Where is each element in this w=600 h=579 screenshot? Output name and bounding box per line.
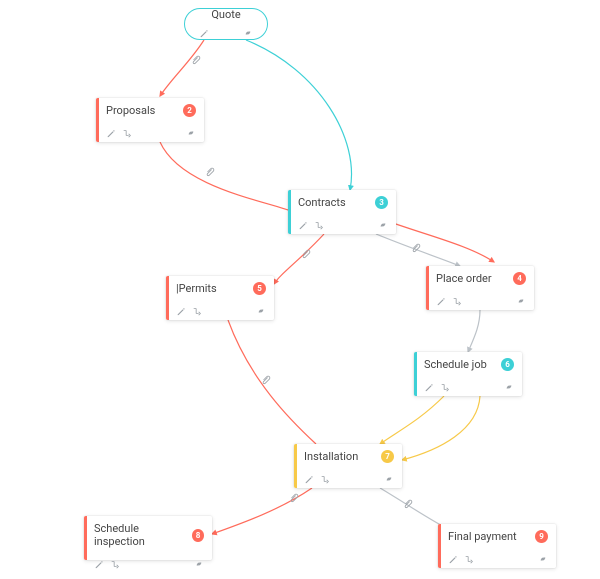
link-icon[interactable] [256, 301, 266, 320]
paperclip-icon [190, 54, 202, 66]
badge-count: 2 [183, 104, 196, 117]
badge-count: 3 [375, 196, 388, 209]
paperclip-icon [300, 248, 312, 260]
flow-node-install[interactable]: Installation 7 [294, 444, 402, 488]
edge [212, 488, 312, 534]
start-node-quote[interactable]: Quote [184, 8, 268, 40]
badge-count: 4 [513, 272, 526, 285]
edge [160, 40, 204, 96]
pencil-icon[interactable] [424, 377, 434, 396]
accent-bar [294, 444, 297, 488]
flow-icon[interactable] [452, 291, 462, 310]
pencil-icon[interactable] [176, 301, 186, 320]
pencil-icon[interactable] [199, 23, 209, 42]
link-icon[interactable] [538, 549, 548, 568]
link-icon[interactable] [384, 469, 394, 488]
flow-icon[interactable] [440, 377, 450, 396]
flow-node-contracts[interactable]: Contracts 3 [288, 190, 396, 234]
pencil-icon[interactable] [448, 549, 458, 568]
node-title: |Permits [176, 282, 217, 295]
badge-count: 6 [501, 358, 514, 371]
node-title: Place order [436, 272, 492, 285]
flow-icon[interactable] [314, 215, 324, 234]
accent-bar [438, 524, 441, 568]
pencil-icon[interactable] [436, 291, 446, 310]
accent-bar [166, 276, 169, 320]
edge [402, 396, 480, 460]
badge-count: 7 [381, 450, 394, 463]
link-icon[interactable] [378, 215, 388, 234]
flow-node-schedjob[interactable]: Schedule job 6 [414, 352, 522, 396]
pencil-icon[interactable] [304, 469, 314, 488]
paperclip-icon [260, 374, 272, 386]
accent-bar [414, 352, 417, 396]
badge-count: 8 [192, 529, 204, 542]
flow-node-proposals[interactable]: Proposals 2 [96, 98, 204, 142]
node-title: Installation [304, 450, 358, 463]
link-icon[interactable] [194, 554, 204, 573]
paperclip-icon [402, 498, 414, 510]
flow-icon[interactable] [192, 301, 202, 320]
edge [228, 320, 316, 444]
accent-bar [84, 516, 87, 560]
flow-icon[interactable] [464, 549, 474, 568]
edge [380, 396, 444, 444]
paperclip-icon [204, 166, 216, 178]
pencil-icon[interactable] [298, 215, 308, 234]
accent-bar [96, 98, 99, 142]
flow-node-finalpay[interactable]: Final payment 9 [438, 524, 556, 568]
start-node-label: Quote [211, 8, 240, 21]
node-title: Schedule inspection [94, 522, 184, 548]
link-icon[interactable] [243, 23, 253, 42]
flow-node-placeorder[interactable]: Place order 4 [426, 266, 534, 310]
edge [246, 40, 352, 190]
accent-bar [288, 190, 291, 234]
edge [468, 310, 480, 352]
pencil-icon[interactable] [94, 554, 104, 573]
accent-bar [426, 266, 429, 310]
flow-node-schedinsp[interactable]: Schedule inspection 8 [84, 516, 212, 560]
pencil-icon[interactable] [106, 123, 116, 142]
edge [396, 224, 494, 262]
node-title: Proposals [106, 104, 155, 117]
flow-node-permits[interactable]: |Permits 5 [166, 276, 274, 320]
paperclip-icon [410, 242, 422, 254]
flow-icon[interactable] [122, 123, 132, 142]
edge [274, 234, 324, 284]
link-icon[interactable] [504, 377, 514, 396]
link-icon[interactable] [516, 291, 526, 310]
badge-count: 5 [253, 282, 266, 295]
link-icon[interactable] [186, 123, 196, 142]
flow-icon[interactable] [320, 469, 330, 488]
node-title: Contracts [298, 196, 346, 209]
node-title: Final payment [448, 530, 517, 543]
node-title: Schedule job [424, 358, 487, 371]
badge-count: 9 [535, 530, 548, 543]
edge [160, 142, 288, 210]
flow-icon[interactable] [110, 554, 120, 573]
